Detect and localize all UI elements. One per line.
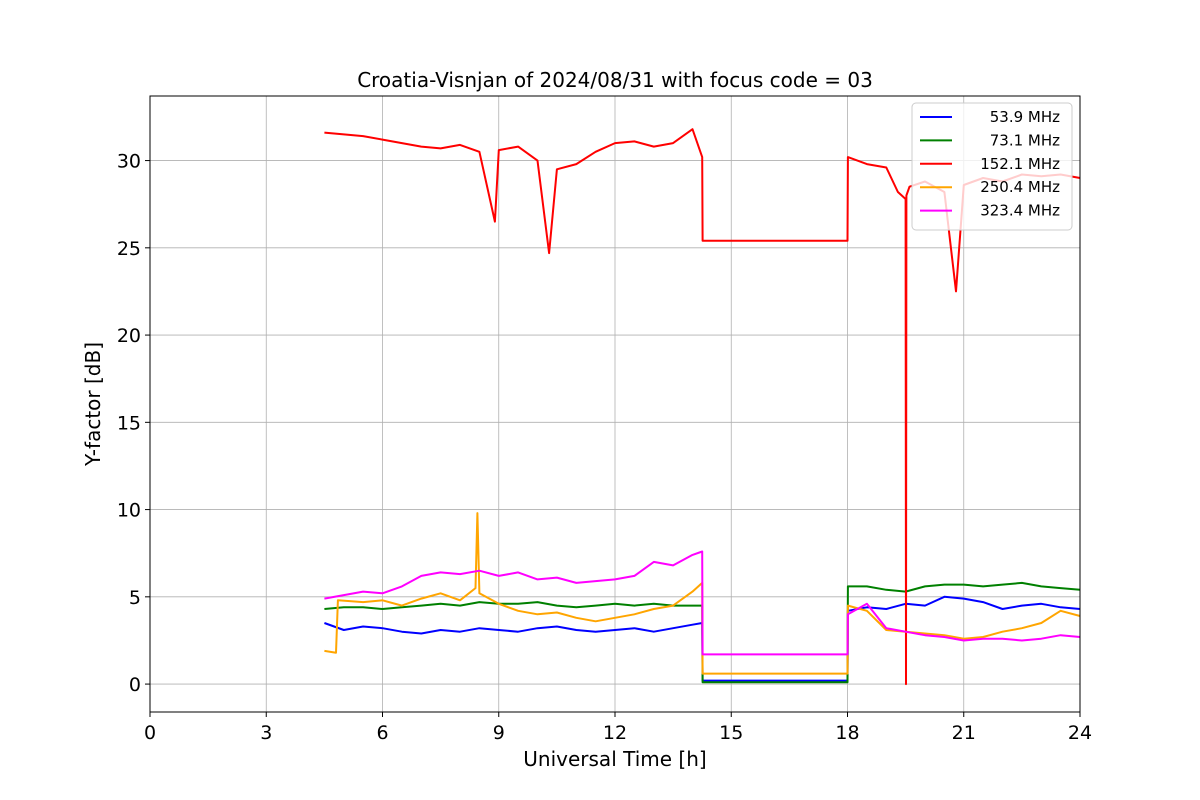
y-tick-label: 20 xyxy=(117,325,141,347)
legend-label: 152.1 MHz xyxy=(980,155,1060,173)
x-tick-label: 12 xyxy=(603,722,627,744)
x-tick-label: 21 xyxy=(952,722,976,744)
legend: 53.9 MHz 73.1 MHz 152.1 MHz 250.4 MHz 323.4 … xyxy=(911,102,1073,231)
series-line-0 xyxy=(324,595,1081,682)
y-tick-label: 15 xyxy=(117,412,141,434)
legend-label: 250.4 MHz xyxy=(980,178,1060,196)
y-tick-label: 30 xyxy=(117,151,141,173)
legend-label: 73.1 MHz xyxy=(990,131,1060,149)
legend-box xyxy=(911,102,1073,231)
legend-label: 53.9 MHz xyxy=(990,108,1060,126)
series-line-2 xyxy=(324,128,1081,686)
x-tick-label: 0 xyxy=(144,722,156,744)
x-tick-label: 24 xyxy=(1068,722,1092,744)
x-tick-label: 18 xyxy=(835,722,859,744)
series-line-3 xyxy=(324,512,1081,675)
legend-label: 323.4 MHz xyxy=(980,202,1060,220)
y-axis-label: Y-factor [dB] xyxy=(81,342,105,467)
axis-ticks: 0 3 6 9 12 15 18 21 24 0 5 10 15 20 25 30 xyxy=(117,151,1092,744)
x-tick-label: 3 xyxy=(260,722,272,744)
x-tick-label: 6 xyxy=(376,722,388,744)
x-tick-label: 15 xyxy=(719,722,743,744)
series-line-1 xyxy=(324,581,1081,684)
y-tick-label: 5 xyxy=(129,587,141,609)
series-lines xyxy=(324,128,1081,686)
x-axis-label: Universal Time [h] xyxy=(523,747,706,771)
x-tick-label: 9 xyxy=(493,722,505,744)
series-line-4 xyxy=(324,550,1081,656)
chart-title: Croatia-Visnjan of 2024/08/31 with focus… xyxy=(357,68,873,92)
y-tick-label: 0 xyxy=(129,674,141,696)
y-tick-label: 25 xyxy=(117,238,141,260)
y-tick-label: 10 xyxy=(117,500,141,522)
